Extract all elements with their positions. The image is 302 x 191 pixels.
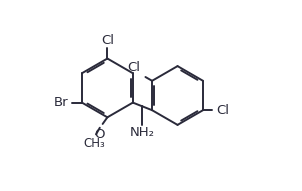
Text: CH₃: CH₃ <box>83 137 105 150</box>
Text: Cl: Cl <box>216 104 229 117</box>
Text: Cl: Cl <box>101 34 114 47</box>
Text: O: O <box>95 128 105 141</box>
Text: Br: Br <box>54 96 69 109</box>
Text: Cl: Cl <box>128 61 141 74</box>
Text: NH₂: NH₂ <box>130 126 155 139</box>
